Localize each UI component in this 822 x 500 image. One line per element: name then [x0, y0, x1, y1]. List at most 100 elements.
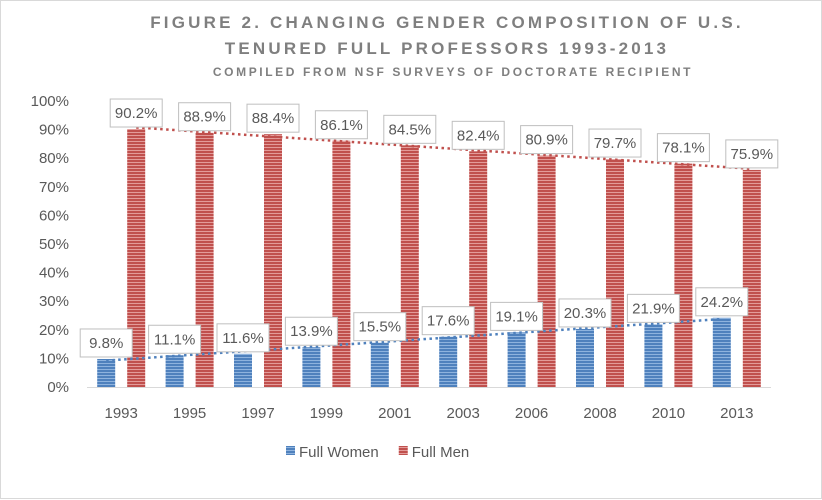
bar-women: [712, 317, 731, 387]
y-tick-label: 30%: [39, 293, 69, 310]
data-labels: 9.8% 90.2% 11.1% 88.9% 11.6% 88.4% 13.9% 86.1% 1…: [79, 98, 779, 358]
data-label-box: [284, 316, 338, 346]
data-label-box: [490, 301, 544, 331]
data-label-box: [383, 114, 437, 144]
data-label-text: 88.4%: [252, 110, 295, 127]
legend-swatch-men: [398, 446, 408, 455]
y-axis: 0% 10% 20% 30% 40% 50% 60% 70% 80% 90% 100%: [31, 93, 69, 396]
data-label-men: 75.9%: [725, 139, 779, 169]
legend-swatch-women: [286, 446, 295, 455]
data-label-box: [520, 125, 574, 155]
x-tick-label: 1999: [310, 405, 343, 422]
data-label-text: 13.9%: [290, 323, 333, 340]
chart-title: FIGURE 2. CHANGING GENDER COMPOSITION OF…: [150, 13, 744, 32]
y-tick-label: 90%: [39, 122, 69, 139]
data-label-men: 78.1%: [656, 133, 710, 163]
x-tick-label: 1997: [241, 405, 274, 422]
data-label-text: 15.5%: [359, 319, 402, 336]
data-label-women: 11.6%: [216, 323, 270, 353]
bar-women: [97, 358, 116, 387]
legend: Full Women Full Men: [286, 444, 469, 461]
data-label-box: [353, 312, 407, 342]
data-label-box: [695, 287, 749, 317]
x-tick-label: 2006: [515, 405, 548, 422]
data-label-men: 90.2%: [109, 98, 163, 128]
y-tick-label: 20%: [39, 322, 69, 339]
data-label-box: [558, 298, 612, 328]
data-label-text: 79.7%: [594, 135, 637, 152]
x-tick-label: 2008: [583, 405, 616, 422]
x-tick-label: 1993: [105, 405, 138, 422]
data-label-text: 78.1%: [662, 140, 705, 157]
data-label-women: 13.9%: [284, 316, 338, 346]
bar-men: [195, 132, 214, 387]
data-label-text: 82.4%: [457, 127, 500, 144]
bar-men: [742, 169, 761, 387]
data-label-men: 80.9%: [520, 125, 574, 155]
data-label-men: 88.4%: [246, 103, 300, 133]
data-label-box: [588, 128, 642, 158]
bar-women: [302, 347, 321, 387]
y-tick-label: 100%: [31, 93, 69, 110]
data-label-text: 75.9%: [731, 146, 774, 163]
trendline-men: [136, 126, 752, 171]
data-label-women: 15.5%: [353, 312, 407, 342]
data-label-women: 24.2%: [695, 287, 749, 317]
data-label-text: 20.3%: [564, 305, 607, 322]
bar-men: [606, 159, 624, 387]
data-label-text: 9.8%: [89, 335, 123, 352]
bar-men: [469, 151, 488, 387]
y-tick-label: 80%: [39, 150, 69, 167]
data-label-text: 17.6%: [427, 313, 470, 330]
legend-label-men: Full Men: [412, 444, 470, 461]
data-label-women: 19.1%: [490, 301, 544, 331]
y-tick-label: 50%: [39, 236, 69, 253]
data-label-text: 11.1%: [154, 331, 195, 348]
bar-women: [370, 342, 389, 387]
bar-men: [127, 129, 146, 387]
data-label-box: [148, 324, 202, 354]
data-label-box: [178, 102, 232, 132]
data-label-box: [216, 323, 270, 353]
data-label-text: 80.9%: [525, 132, 568, 149]
data-label-box: [421, 306, 475, 336]
bar-women: [576, 328, 594, 387]
data-label-text: 90.2%: [115, 105, 158, 122]
data-label-box: [725, 139, 779, 169]
data-label-women: 21.9%: [626, 293, 680, 323]
chart-title-line2: TENURED FULL PROFESSORS 1993-2013: [225, 39, 669, 58]
bar-men: [537, 155, 556, 387]
bar-women: [439, 336, 458, 387]
y-tick-label: 60%: [39, 207, 69, 224]
data-label-women: 11.1%: [148, 324, 202, 354]
data-label-box: [626, 293, 680, 323]
x-tick-label: 1995: [173, 405, 206, 422]
trendline-women: [106, 317, 722, 362]
data-label-text: 21.9%: [632, 300, 675, 317]
trendlines: [106, 126, 752, 362]
x-tick-label: 2010: [652, 405, 685, 422]
data-label-text: 11.6%: [222, 330, 263, 347]
data-label-text: 19.1%: [495, 308, 538, 325]
y-tick-label: 40%: [39, 265, 69, 282]
data-label-men: 88.9%: [178, 102, 232, 132]
x-tick-label: 2001: [378, 405, 411, 422]
data-label-men: 79.7%: [588, 128, 642, 158]
legend-label-women: Full Women: [299, 444, 379, 461]
data-label-box: [79, 328, 133, 358]
bar-women: [165, 355, 184, 387]
bar-men: [674, 163, 693, 387]
data-label-box: [246, 103, 300, 133]
y-tick-label: 70%: [39, 179, 69, 196]
data-label-box: [451, 120, 505, 150]
data-label-men: 82.4%: [451, 120, 505, 150]
data-label-text: 88.9%: [183, 109, 226, 126]
data-label-text: 84.5%: [389, 121, 432, 138]
data-label-men: 84.5%: [383, 114, 437, 144]
data-label-women: 20.3%: [558, 298, 612, 328]
bar-men: [332, 140, 351, 387]
x-tick-label: 2003: [447, 405, 480, 422]
data-label-text: 24.2%: [701, 294, 744, 311]
